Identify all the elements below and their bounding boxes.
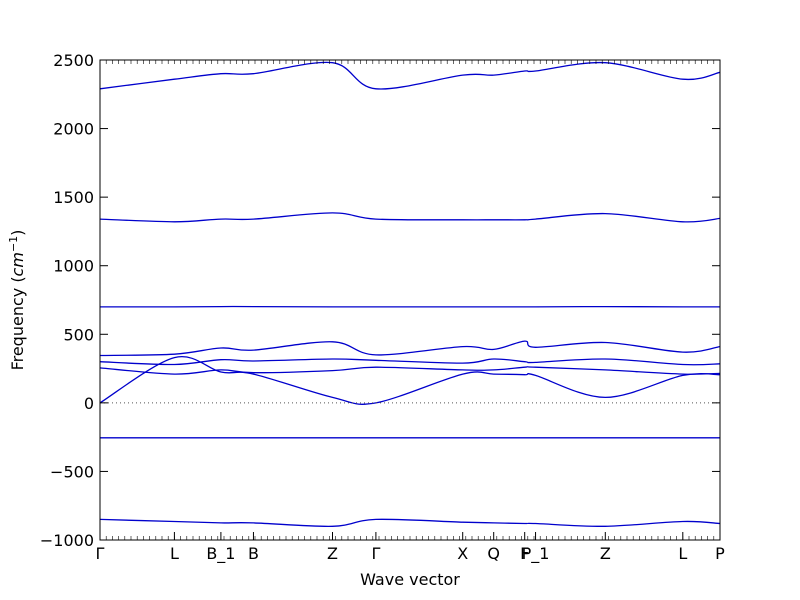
y-tick-label: 500 (63, 325, 94, 344)
band-line-6 (99, 366, 721, 375)
series-layer (99, 61, 721, 528)
x-tick-label: P_1 (522, 544, 550, 564)
x-axis-title: Wave vector (360, 570, 460, 589)
x-tick-label: Q (487, 544, 500, 563)
x-tick-label: Γ (371, 544, 380, 563)
x-tick-label: B (248, 544, 259, 563)
y-tick-label: −1000 (40, 531, 94, 550)
plot-background (100, 60, 720, 540)
x-tick-label: Z (327, 544, 338, 563)
x-tick-label: L (170, 544, 179, 563)
y-axis-title-unit: cm (8, 252, 27, 276)
y-tick-label: 0 (84, 394, 94, 413)
y-axis-title-close: ) (8, 230, 27, 236)
band-line-1 (99, 61, 721, 90)
x-tick-label: L (678, 544, 687, 563)
x-tick-label: P (715, 544, 725, 563)
x-tick-label: Z (600, 544, 611, 563)
y-tick-label: 1000 (53, 257, 94, 276)
x-tick-label: F (520, 544, 529, 563)
x-tick-label: Γ (96, 544, 105, 563)
band-line-2 (99, 212, 721, 223)
x-tick-label: X (457, 544, 468, 563)
y-tick-label: 1500 (53, 188, 94, 207)
y-axis-title-text: Frequency ( (8, 276, 27, 370)
y-tick-label: 2000 (53, 120, 94, 139)
band-line-9 (99, 518, 721, 528)
minor-ticks (99, 60, 721, 540)
band-line-7 (99, 355, 721, 405)
band-line-5 (99, 358, 721, 366)
x-tick-label: B_1 (206, 544, 235, 564)
y-axis-title: Frequency (cm−1) (7, 230, 27, 371)
y-tick-label: −500 (50, 462, 94, 481)
band-line-4 (99, 340, 721, 357)
y-tick-label: 2500 (53, 51, 94, 70)
y-axis-ticks: −1000 −500 0 500 1000 1500 2000 2500 (40, 51, 720, 550)
x-axis-ticks: Γ L B_1 B Z Γ X Q FP_1 Z L P (96, 532, 725, 564)
y-axis-title-unit-power: −1 (7, 236, 20, 252)
